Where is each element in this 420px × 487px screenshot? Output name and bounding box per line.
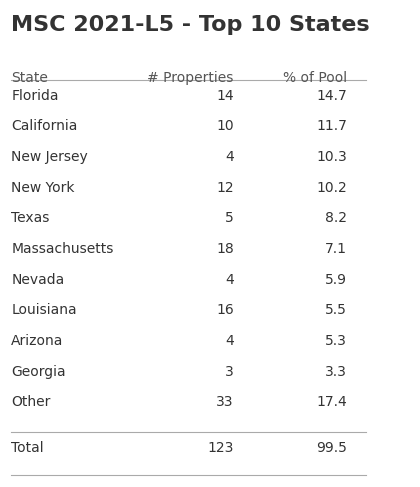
Text: 5.3: 5.3 [325,334,347,348]
Text: 12: 12 [216,181,234,195]
Text: 3.3: 3.3 [325,365,347,379]
Text: California: California [11,119,78,133]
Text: Louisiana: Louisiana [11,303,77,318]
Text: 17.4: 17.4 [316,395,347,410]
Text: 18: 18 [216,242,234,256]
Text: 33: 33 [216,395,234,410]
Text: 7.1: 7.1 [325,242,347,256]
Text: 4: 4 [225,273,234,287]
Text: % of Pool: % of Pool [283,71,347,85]
Text: Total: Total [11,441,44,455]
Text: 11.7: 11.7 [316,119,347,133]
Text: 10.2: 10.2 [316,181,347,195]
Text: Texas: Texas [11,211,50,225]
Text: 4: 4 [225,334,234,348]
Text: Georgia: Georgia [11,365,66,379]
Text: 3: 3 [225,365,234,379]
Text: New York: New York [11,181,75,195]
Text: Arizona: Arizona [11,334,64,348]
Text: 4: 4 [225,150,234,164]
Text: 123: 123 [207,441,234,455]
Text: Nevada: Nevada [11,273,65,287]
Text: 5: 5 [225,211,234,225]
Text: 99.5: 99.5 [316,441,347,455]
Text: Other: Other [11,395,51,410]
Text: Massachusetts: Massachusetts [11,242,114,256]
Text: 5.5: 5.5 [325,303,347,318]
Text: 10.3: 10.3 [316,150,347,164]
Text: Florida: Florida [11,89,59,103]
Text: State: State [11,71,48,85]
Text: # Properties: # Properties [147,71,234,85]
Text: 14: 14 [216,89,234,103]
Text: MSC 2021-L5 - Top 10 States: MSC 2021-L5 - Top 10 States [11,15,370,35]
Text: New Jersey: New Jersey [11,150,88,164]
Text: 10: 10 [216,119,234,133]
Text: 14.7: 14.7 [316,89,347,103]
Text: 8.2: 8.2 [325,211,347,225]
Text: 16: 16 [216,303,234,318]
Text: 5.9: 5.9 [325,273,347,287]
